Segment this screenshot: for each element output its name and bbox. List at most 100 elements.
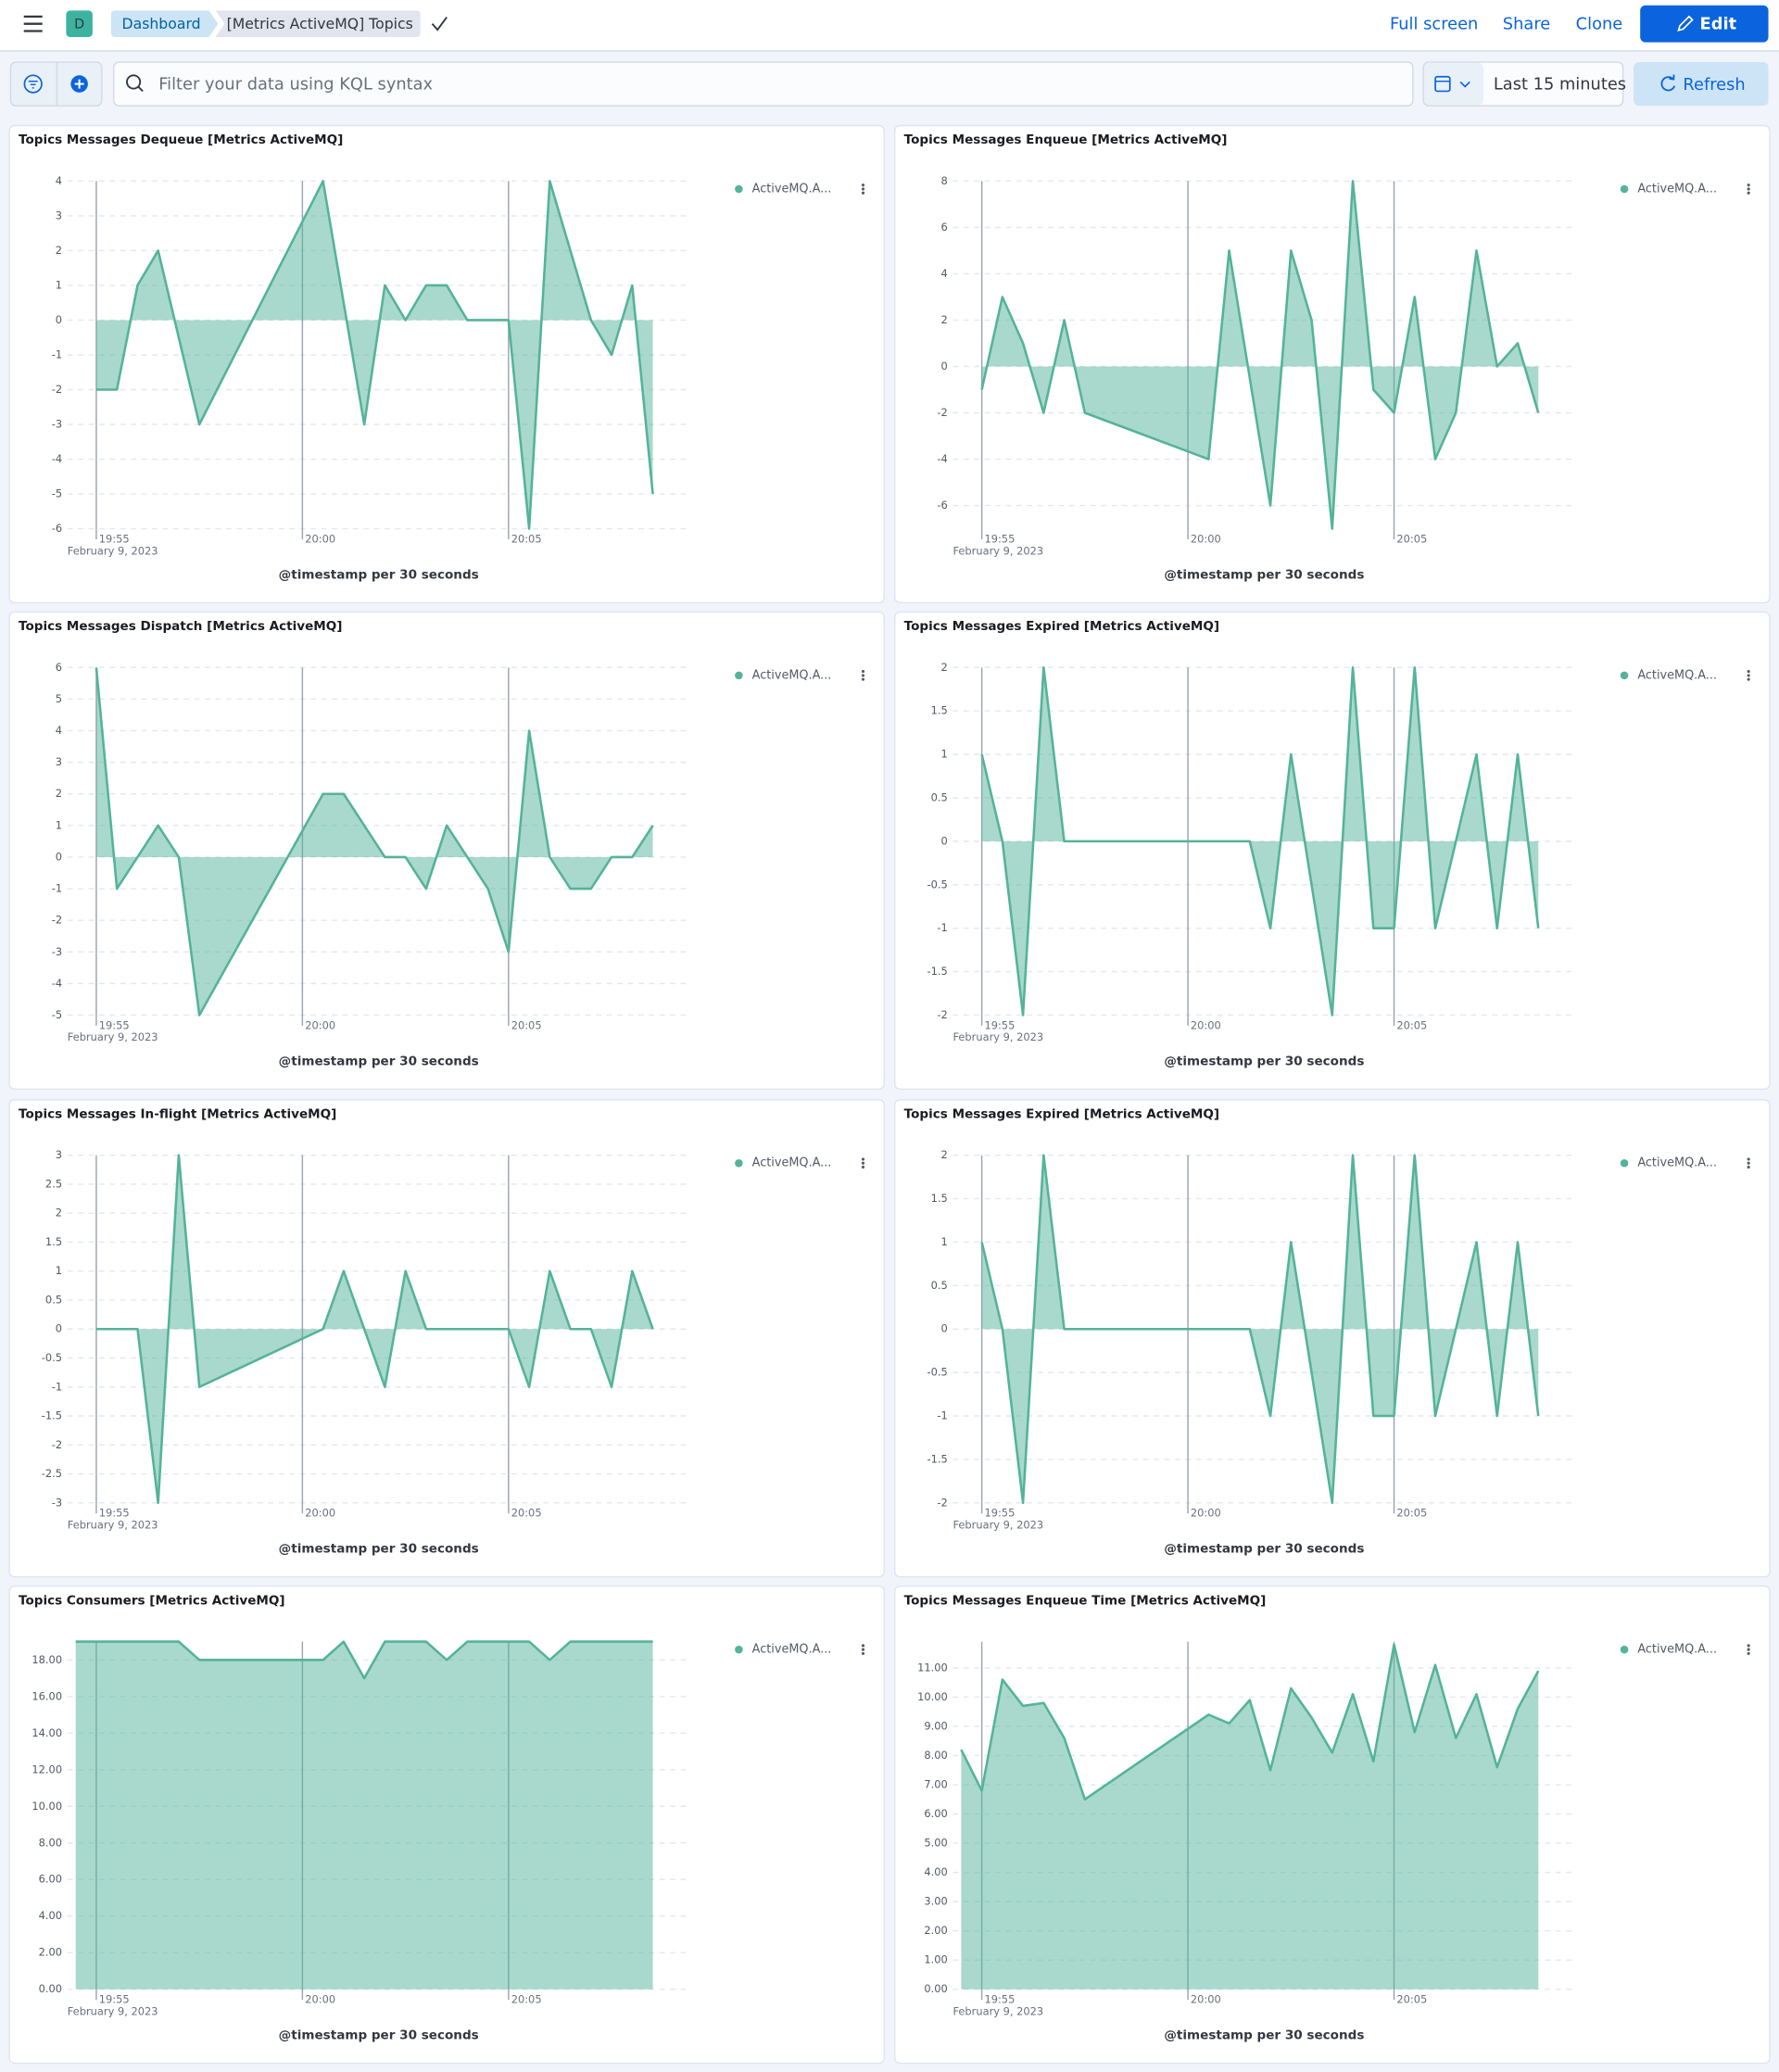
refresh-label[interactable]: Refresh — [1683, 75, 1745, 95]
y-tick-label: 3.00 — [924, 1895, 947, 1908]
x-sublabel: February 9, 2023 — [953, 1030, 1043, 1043]
x-axis-title: @timestamp per 30 seconds — [1164, 2028, 1364, 2043]
breadcrumb: [Metrics ActiveMQ] Topics — [227, 15, 413, 32]
legend-menu[interactable] — [1747, 1157, 1750, 1169]
y-tick-label: 4 — [940, 267, 947, 280]
panel-title: Topics Messages Dispatch [Metrics Active… — [19, 619, 342, 634]
edit-button[interactable] — [1640, 5, 1769, 43]
header-action[interactable]: Share — [1503, 14, 1550, 33]
breadcrumb[interactable]: Dashboard — [122, 15, 201, 32]
menu-dot — [1747, 674, 1750, 677]
line — [960, 1643, 1540, 1801]
menu-dot — [1747, 670, 1750, 674]
y-tick-label: 1 — [940, 1235, 947, 1248]
refresh-button[interactable] — [1634, 62, 1769, 107]
menu-dot — [861, 1165, 865, 1169]
legend-menu[interactable] — [861, 183, 865, 195]
x-tick-label: 20:00 — [305, 532, 335, 545]
quick-menu-button[interactable] — [1423, 62, 1484, 106]
line — [980, 666, 1540, 1017]
y-tick-label: -3 — [52, 418, 62, 431]
x-axis-title: @timestamp per 30 seconds — [1164, 1054, 1364, 1068]
legend-menu[interactable] — [861, 670, 865, 681]
legend-dot — [1620, 184, 1629, 194]
edit-label[interactable]: Edit — [1700, 14, 1737, 33]
space-initial: D — [74, 17, 84, 32]
x-tick-label: 20:05 — [511, 1507, 542, 1520]
header-action[interactable]: Full screen — [1390, 14, 1478, 33]
y-tick-label: 6.00 — [924, 1807, 947, 1820]
y-tick-label: 5.00 — [924, 1837, 947, 1850]
x-axis-title: @timestamp per 30 seconds — [279, 567, 479, 582]
legend-menu[interactable] — [1747, 183, 1750, 195]
menu-dot — [1747, 1161, 1750, 1165]
menu-dot — [861, 191, 865, 195]
y-tick-label: 2 — [56, 1207, 62, 1219]
y-tick-label: -5 — [52, 487, 62, 500]
space-avatar[interactable] — [66, 10, 93, 37]
legend-menu[interactable] — [1747, 670, 1750, 681]
y-tick-label: -1 — [52, 347, 62, 360]
time-range[interactable]: Last 15 minutes — [1494, 74, 1626, 94]
y-tick-label: -1 — [52, 882, 62, 895]
y-tick-label: -2 — [937, 1496, 947, 1509]
x-axis-title: @timestamp per 30 seconds — [279, 1054, 479, 1068]
y-tick-label: 0 — [940, 360, 947, 373]
y-tick-label: 0.5 — [931, 1279, 948, 1292]
y-tick-label: -0.5 — [42, 1351, 62, 1364]
panel-bg — [893, 124, 1771, 604]
y-tick-label: -4 — [937, 452, 947, 465]
search-input[interactable] — [112, 61, 1414, 107]
x-tick-label: 19:55 — [99, 532, 130, 545]
x-tick-label: 20:05 — [511, 1018, 542, 1031]
y-tick-label: -1.5 — [927, 1452, 947, 1465]
y-tick-label: 0.5 — [931, 791, 948, 804]
y-tick-label: 6.00 — [39, 1873, 62, 1886]
x-tick-label: 20:05 — [1396, 1507, 1427, 1520]
legend-menu[interactable] — [861, 1157, 865, 1169]
header-action[interactable]: Clone — [1576, 14, 1623, 33]
legend-menu[interactable] — [1747, 1644, 1750, 1655]
breadcrumb-bg[interactable] — [110, 10, 219, 37]
legend-label: ActiveMQ.A... — [1637, 182, 1717, 196]
y-tick-label: 1 — [940, 748, 947, 761]
menu-dot — [861, 1648, 865, 1651]
area — [981, 1155, 1539, 1503]
legend-label: ActiveMQ.A... — [752, 1643, 832, 1657]
area — [961, 1644, 1539, 1990]
y-tick-label: 4.00 — [924, 1865, 947, 1878]
y-tick-label: 0 — [56, 313, 62, 326]
y-tick-label: -5 — [52, 1008, 62, 1021]
x-axis-title: @timestamp per 30 seconds — [279, 2028, 479, 2043]
menu-button[interactable] — [23, 15, 43, 32]
x-tick-label: 20:00 — [1191, 1993, 1221, 2006]
y-tick-label: 1.5 — [931, 1192, 948, 1205]
y-tick-label: 2 — [940, 661, 947, 674]
x-tick-label: 20:00 — [1191, 1507, 1221, 1520]
filter-menu-button[interactable] — [23, 74, 43, 94]
area — [981, 667, 1539, 1016]
y-tick-label: 10.00 — [917, 1690, 948, 1703]
y-tick-label: 4 — [56, 724, 62, 737]
legend-menu[interactable] — [861, 1644, 865, 1655]
menu-dot — [1747, 191, 1750, 195]
y-tick-label: 0 — [940, 834, 947, 847]
y-tick-label: 2 — [56, 787, 62, 800]
y-tick-label: -1 — [52, 1380, 62, 1393]
y-tick-label: -6 — [52, 522, 62, 535]
check-icon[interactable] — [431, 16, 448, 32]
legend-dot — [1620, 1645, 1629, 1654]
add-filter-button[interactable] — [70, 75, 88, 93]
menu-dot — [861, 187, 865, 191]
y-tick-label: -3 — [52, 1496, 62, 1509]
menu-dot — [1747, 1651, 1750, 1655]
panel-bg — [8, 124, 886, 604]
y-tick-label: 4.00 — [39, 1909, 62, 1922]
panel-title: Topics Messages Expired [Metrics ActiveM… — [904, 1106, 1219, 1121]
x-sublabel: February 9, 2023 — [68, 1030, 158, 1043]
line — [95, 667, 654, 1017]
y-tick-label: 2.00 — [924, 1924, 947, 1937]
menu-dot — [861, 1157, 865, 1161]
line — [95, 180, 654, 530]
